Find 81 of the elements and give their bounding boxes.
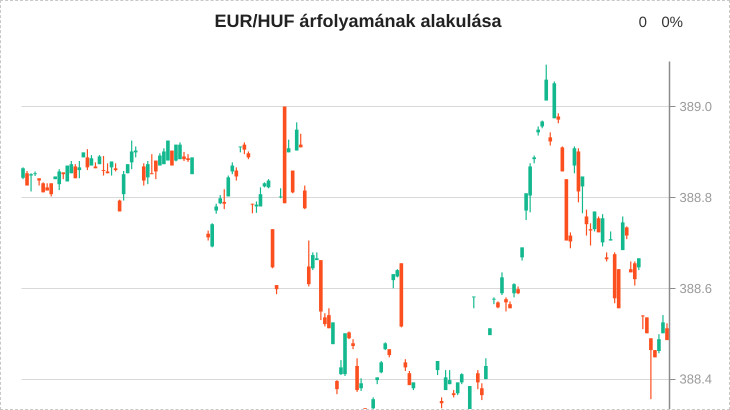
candlestick <box>436 360 440 376</box>
candlestick <box>290 170 294 194</box>
candlestick <box>230 162 234 175</box>
candlestick <box>158 152 162 166</box>
candlestick <box>214 203 218 214</box>
candlestick <box>146 160 150 185</box>
candlestick <box>86 148 90 171</box>
candlestick <box>294 122 299 152</box>
candlestick <box>641 314 645 330</box>
candlestick <box>130 140 134 170</box>
candlestick <box>327 308 331 329</box>
candlestick <box>178 142 182 160</box>
candlestick <box>649 338 653 400</box>
candlestick <box>323 312 327 328</box>
candlestick <box>210 222 214 248</box>
candlestick <box>572 146 576 174</box>
candlestick <box>544 64 548 102</box>
candlestick <box>592 210 596 232</box>
candlestick <box>182 151 186 162</box>
candlestick <box>170 150 174 166</box>
candlestick <box>174 144 178 162</box>
candlestick <box>484 358 488 380</box>
candlestick <box>242 142 246 155</box>
candlestick <box>661 314 665 334</box>
candlestick <box>274 284 278 295</box>
y-tick-label: 388.4 <box>680 372 712 387</box>
candlestick <box>472 296 476 309</box>
candlestick <box>359 378 363 392</box>
candlestick <box>580 176 584 214</box>
candlestick <box>665 322 669 341</box>
candlestick <box>500 272 504 296</box>
candlestick <box>404 358 408 372</box>
candlestick <box>102 155 106 176</box>
chart-title: EUR/HUF árfolyamának alakulása <box>214 11 503 31</box>
candlestick <box>21 166 25 180</box>
candlestick <box>657 334 661 354</box>
candlestick <box>520 246 524 262</box>
candlestick <box>444 369 448 391</box>
candlestick <box>218 194 222 205</box>
candlestick <box>286 139 290 153</box>
candlestick <box>122 170 126 202</box>
candlestick <box>351 338 355 350</box>
y-tick-label: 389.0 <box>680 98 712 114</box>
candlestick <box>278 188 282 199</box>
y-tick-label: 388.8 <box>680 190 712 205</box>
candlestick <box>504 296 508 312</box>
candlestick <box>536 126 540 136</box>
candlestick <box>310 252 315 271</box>
candlestick <box>548 132 552 146</box>
candlestick <box>74 164 78 179</box>
candlestick <box>632 260 637 286</box>
candlestick <box>234 166 238 182</box>
candlestick <box>556 112 560 124</box>
candlestick <box>57 168 62 191</box>
candlestick <box>49 182 53 198</box>
candlestick <box>65 164 70 182</box>
candlestick <box>226 174 230 198</box>
candlestick <box>302 184 307 210</box>
candlestick <box>512 282 516 298</box>
candlestick <box>306 240 311 288</box>
candlestick <box>166 140 170 162</box>
candlestick <box>118 199 122 212</box>
candlestick <box>41 182 45 193</box>
candlestick <box>379 360 384 374</box>
candlestick <box>335 379 339 395</box>
candlestick <box>596 216 600 233</box>
candlestick <box>298 133 303 148</box>
text: 0% <box>661 14 683 31</box>
candlestick <box>266 178 270 189</box>
y-tick-label: 388.6 <box>680 280 712 296</box>
text: 0 <box>638 14 647 31</box>
candlestick <box>206 230 210 242</box>
candlestick <box>408 370 412 386</box>
candlestick <box>250 203 254 214</box>
candlestick <box>142 162 146 186</box>
candlestick <box>25 170 29 186</box>
candlestick <box>29 172 33 192</box>
candlestick <box>440 396 444 409</box>
candlestick <box>624 226 629 240</box>
candlestick <box>110 160 114 176</box>
candlestick <box>645 316 649 334</box>
